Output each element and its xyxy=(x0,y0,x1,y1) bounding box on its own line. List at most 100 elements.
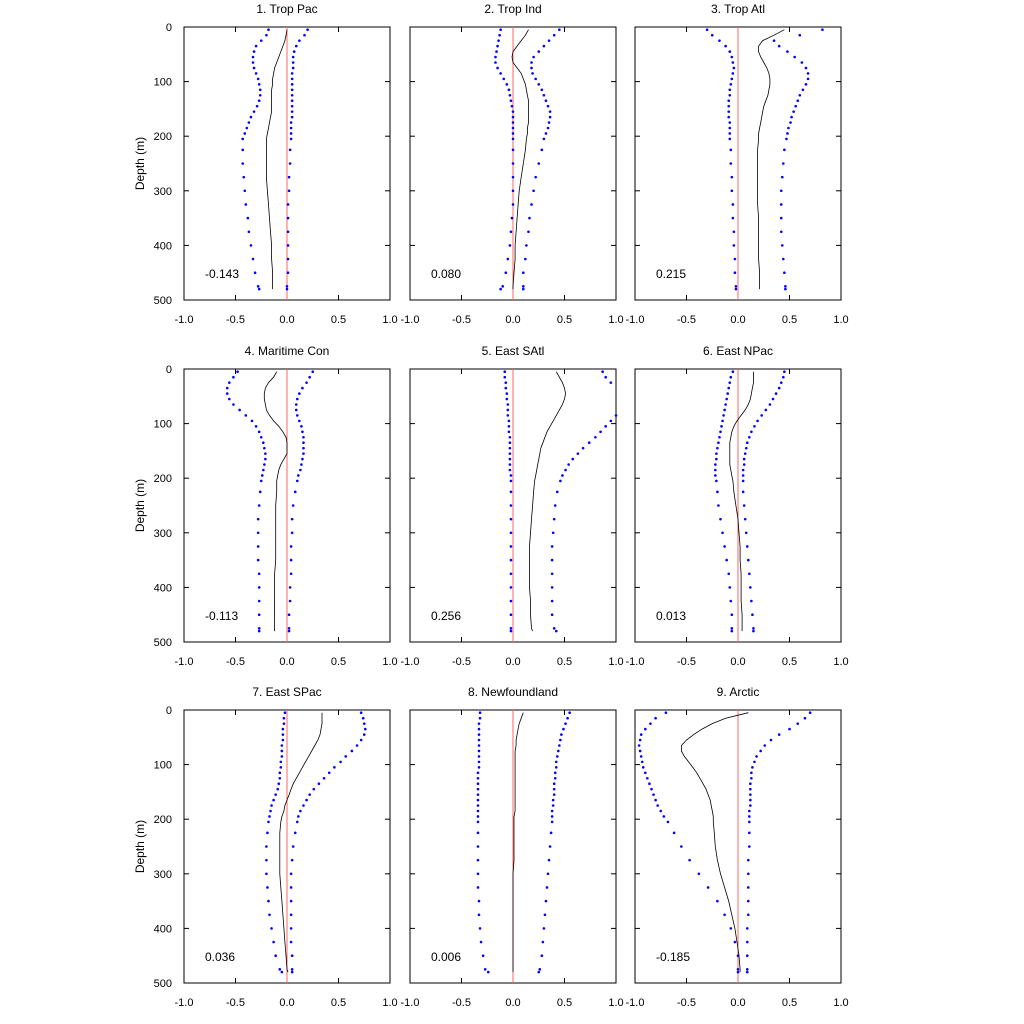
upper-bound-dot xyxy=(287,613,291,616)
upper-bound-dot xyxy=(522,285,525,288)
upper-bound-dot xyxy=(359,738,363,742)
upper-bound-dot xyxy=(749,586,752,589)
correlation-value: -0.113 xyxy=(205,609,238,623)
lower-bound-dot xyxy=(726,392,729,395)
upper-bound-dot xyxy=(555,490,559,494)
lower-bound-dot xyxy=(507,430,511,434)
x-tick-label: 1.0 xyxy=(833,997,848,1009)
upper-bound-dot xyxy=(528,216,531,220)
lower-bound-dot xyxy=(476,858,480,862)
lower-bound-dot xyxy=(251,257,255,261)
lower-bound-dot xyxy=(225,392,229,395)
panel-6: 6. East NPac -1.0 -0.5 0.0 0.5 1.0 0.013 xyxy=(626,344,849,668)
upper-bound-dot xyxy=(288,586,292,589)
x-tick-label: 0.5 xyxy=(782,314,797,326)
lower-bound-dot xyxy=(272,798,275,802)
panel-2: 2. Trop Ind -1.0 -0.5 0.0 0.5 1.0 0.080 xyxy=(401,2,624,326)
upper-bound-dot xyxy=(299,468,302,472)
upper-bound-dot xyxy=(752,629,755,633)
upper-bound-dot xyxy=(748,572,751,576)
upper-bound-dot xyxy=(742,504,746,507)
lower-bound-dot xyxy=(486,970,490,974)
lower-bound-dot xyxy=(729,162,733,165)
y-tick-label: 0 xyxy=(166,705,172,717)
upper-bound-dot xyxy=(292,50,296,53)
lower-bound-dot xyxy=(732,230,736,234)
lower-bound-dot xyxy=(477,733,481,736)
lower-bound-dot xyxy=(644,727,647,731)
upper-bound-dot xyxy=(290,954,294,957)
lower-bound-dot xyxy=(257,586,261,589)
upper-bound-dot xyxy=(297,474,300,477)
upper-bound-dot xyxy=(745,954,749,957)
mean-profile-line xyxy=(263,371,288,632)
upper-bound-dot xyxy=(794,104,797,108)
lower-bound-dot xyxy=(476,782,480,786)
upper-bound-dot xyxy=(747,858,750,862)
upper-bound-dot xyxy=(542,137,546,141)
lower-bound-dot xyxy=(238,408,241,412)
upper-bound-dot xyxy=(782,162,785,165)
upper-bound-dot xyxy=(753,760,756,764)
x-tick-label: 0.0 xyxy=(279,997,294,1009)
lower-bound-dot xyxy=(509,586,513,589)
lower-bound-dot xyxy=(736,968,740,971)
lower-bound-dot xyxy=(278,968,282,971)
upper-bound-dot xyxy=(745,927,749,930)
upper-bound-dot xyxy=(300,425,303,428)
upper-bound-dot xyxy=(749,793,752,796)
correlation-value: 0.036 xyxy=(205,950,235,964)
upper-bound-dot xyxy=(751,766,754,769)
lower-bound-dot xyxy=(714,474,717,477)
upper-bound-dot xyxy=(550,572,554,576)
mean-profile-line xyxy=(511,29,529,290)
upper-bound-dot xyxy=(543,913,547,917)
x-tick-label: -0.5 xyxy=(677,656,696,668)
upper-bound-dot xyxy=(522,271,525,275)
lower-bound-dot xyxy=(725,558,728,562)
lower-bound-dot xyxy=(257,504,261,507)
lower-bound-dot xyxy=(478,711,482,715)
lower-bound-dot xyxy=(503,375,507,379)
upper-bound-dot xyxy=(743,452,747,455)
lower-bound-dot xyxy=(265,33,268,37)
lower-bound-dot xyxy=(656,804,659,807)
lower-bound-dot xyxy=(232,403,235,406)
lower-bound-dot xyxy=(652,793,655,796)
upper-bound-dot xyxy=(748,831,751,835)
lower-bound-dot xyxy=(270,804,273,807)
lower-bound-dot xyxy=(496,66,499,70)
upper-bound-dot xyxy=(788,727,791,731)
upper-bound-dot xyxy=(750,430,753,434)
lower-bound-dot xyxy=(721,419,724,423)
upper-bound-dot xyxy=(296,820,299,824)
upper-bound-dot xyxy=(774,392,778,395)
upper-bound-dot xyxy=(290,77,294,81)
upper-bound-dot xyxy=(804,66,808,70)
x-tick-label: 1.0 xyxy=(382,656,397,668)
upper-bound-dot xyxy=(289,927,293,930)
lower-bound-dot xyxy=(510,104,514,108)
upper-bound-dot xyxy=(768,403,772,406)
lower-bound-dot xyxy=(731,370,735,374)
upper-bound-dot xyxy=(290,99,294,103)
lower-bound-dot xyxy=(258,88,262,92)
lower-bound-dot xyxy=(477,899,481,903)
upper-bound-dot xyxy=(547,39,551,42)
y-tick-label: 100 xyxy=(154,760,172,772)
lower-bound-dot xyxy=(255,104,259,108)
upper-bound-dot xyxy=(551,798,555,802)
lower-bound-dot xyxy=(638,749,642,753)
lower-bound-dot xyxy=(729,375,733,379)
upper-bound-dot xyxy=(542,93,546,97)
lower-bound-dot xyxy=(259,39,263,42)
upper-bound-dot xyxy=(557,749,560,753)
lower-bound-dot xyxy=(509,479,513,483)
upper-bound-dot xyxy=(548,845,552,848)
upper-bound-dot xyxy=(363,727,367,731)
panel-title: 6. East NPac xyxy=(703,344,773,358)
lower-bound-dot xyxy=(509,230,513,234)
lower-bound-dot xyxy=(259,435,263,439)
upper-bound-dot xyxy=(290,968,294,971)
